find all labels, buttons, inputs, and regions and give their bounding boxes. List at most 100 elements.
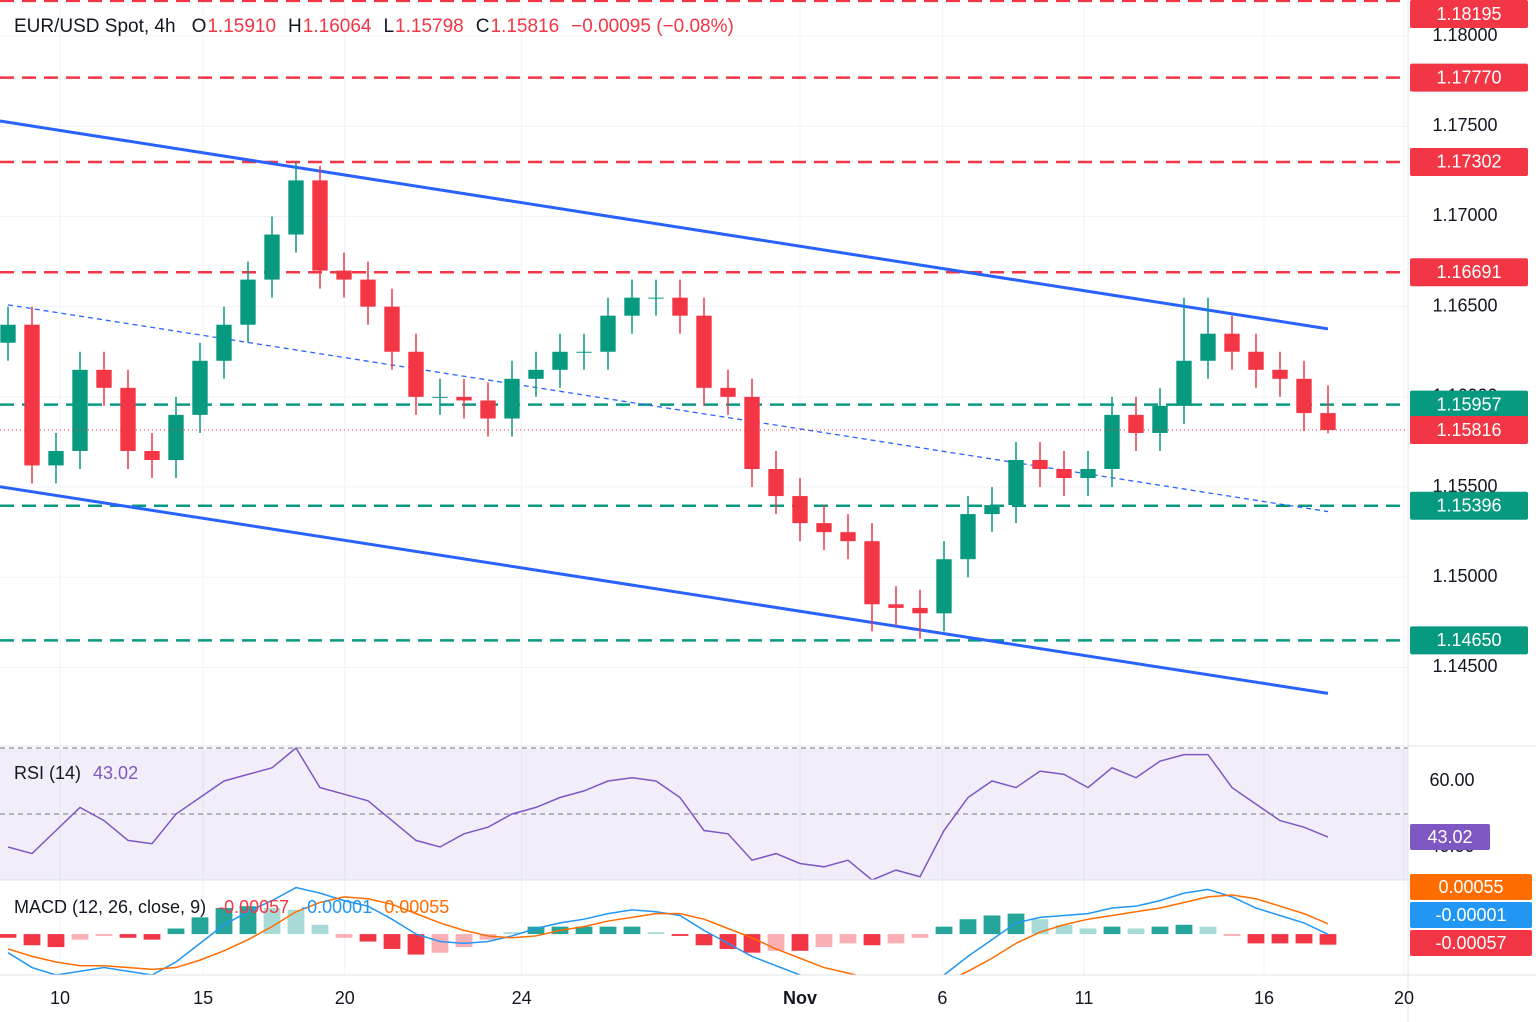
candle-body xyxy=(1032,459,1048,470)
rsi-value: 43.02 xyxy=(93,763,138,783)
macd-histogram-bar xyxy=(839,934,857,944)
rsi-badge xyxy=(1410,824,1490,851)
macd-histogram-bar xyxy=(1103,926,1121,935)
trendline xyxy=(0,485,1329,695)
macd-histogram-bar xyxy=(863,934,881,946)
ohlc-value: 1.15798 xyxy=(395,16,464,37)
candle-body xyxy=(1176,360,1192,406)
macd-histogram-bar xyxy=(335,934,353,938)
axes: 10 15 20 24 Nov 6 11 16 201.145001.150001.155001… xyxy=(50,0,1532,1008)
macd-histogram-bar xyxy=(695,934,713,946)
candle-body xyxy=(744,396,760,470)
ohlc-label: C xyxy=(476,16,490,37)
candle-body xyxy=(1248,351,1264,370)
y-tick-label: 1.17000 xyxy=(1432,205,1497,225)
support-price-label: 1.14650 xyxy=(1436,630,1501,650)
macd-histogram-bar xyxy=(1295,934,1313,944)
candle-body xyxy=(240,279,256,325)
last-price-badge xyxy=(1410,416,1528,445)
candle-body xyxy=(984,505,1000,515)
candle-body xyxy=(312,180,328,271)
macd-macd-value: -0.00001 xyxy=(301,897,372,917)
candle-body xyxy=(456,396,472,401)
candle-body xyxy=(1272,369,1288,379)
trendline xyxy=(7,304,1329,513)
ohlc-label: L xyxy=(383,16,394,37)
macd-histogram-bar xyxy=(1319,934,1337,945)
candle-body xyxy=(1320,413,1336,431)
candle-body xyxy=(1080,469,1096,479)
macd-histogram-bar xyxy=(815,934,833,948)
candle-body xyxy=(528,369,544,379)
y-tick-label: 1.14500 xyxy=(1432,656,1497,676)
candle-body xyxy=(552,351,568,370)
candle-body xyxy=(1128,414,1144,433)
y-tick-label: 1.18000 xyxy=(1432,25,1497,45)
x-tick-label: Nov xyxy=(783,988,817,1008)
macd-badge xyxy=(1410,874,1532,900)
macd-histogram-bar xyxy=(1247,934,1265,944)
resistance-price-badge xyxy=(1410,63,1528,92)
candle-body xyxy=(576,351,592,353)
candle-body xyxy=(1224,333,1240,352)
macd-histogram-bar xyxy=(671,934,689,936)
macd-histogram-bar xyxy=(287,909,305,935)
candle-body xyxy=(960,514,976,560)
macd-histogram-bar xyxy=(1151,926,1169,935)
macd-histogram-bar xyxy=(95,934,113,936)
macd-histogram-bar xyxy=(191,917,209,935)
rsi-badge-label: 43.02 xyxy=(1427,827,1472,847)
macd-histogram-bar xyxy=(239,906,257,935)
candle-body xyxy=(624,297,640,316)
macd-histogram-bar xyxy=(791,934,809,951)
macd-histogram-bar xyxy=(119,934,137,938)
candle-body xyxy=(912,607,928,614)
ohlc-value: 1.16064 xyxy=(303,16,372,37)
resistance-price-label: 1.16691 xyxy=(1436,262,1501,282)
candle-body xyxy=(600,315,616,352)
macd-histogram-bar xyxy=(479,934,497,940)
macd-pane xyxy=(0,886,1337,975)
macd-histogram-bar xyxy=(311,924,329,935)
candle-body xyxy=(480,400,496,419)
macd-histogram-bar xyxy=(167,928,185,935)
x-tick-label: 20 xyxy=(335,988,355,1008)
macd-histogram-bar xyxy=(1271,934,1289,944)
macd-histogram-bar xyxy=(935,926,953,935)
macd-histogram-bar xyxy=(599,926,617,935)
candle-body xyxy=(936,559,952,614)
macd-badge xyxy=(1410,930,1532,956)
y-tick-label: 1.17500 xyxy=(1432,115,1497,135)
candle-body xyxy=(408,351,424,397)
macd-histogram-bar xyxy=(887,934,905,944)
macd-histogram-bar xyxy=(1055,924,1073,935)
rsi-tick-label: 60.00 xyxy=(1429,770,1474,790)
macd-histogram-bar xyxy=(23,934,41,946)
last-price-label: 1.15816 xyxy=(1436,420,1501,440)
candle-body xyxy=(216,324,232,361)
candle-body xyxy=(696,315,712,388)
resistance-price-label: 1.17770 xyxy=(1436,67,1501,87)
macd-histogram-bar xyxy=(575,926,593,935)
legends: EUR/USD Spot, 4h O 1.15910 H 1.16064 L 1.15798… xyxy=(14,16,734,917)
x-tick-label: 24 xyxy=(512,988,532,1008)
candle-body xyxy=(1152,405,1168,433)
candle-body xyxy=(720,387,736,397)
candle-body xyxy=(360,279,376,307)
candle-body xyxy=(1056,469,1072,479)
candle-body xyxy=(816,523,832,533)
candle-body xyxy=(144,450,160,460)
rsi-title: RSI (14) xyxy=(14,763,81,783)
macd-histogram-bar xyxy=(527,926,545,935)
candle-body xyxy=(864,541,880,605)
candle-body xyxy=(336,270,352,280)
candle-body xyxy=(768,469,784,497)
macd-badge xyxy=(1410,902,1532,928)
price-change: −0.00095 (−0.08%) xyxy=(571,16,734,37)
candle-body xyxy=(288,180,304,235)
macd-histogram-bar xyxy=(983,915,1001,935)
candle-body xyxy=(1008,459,1024,506)
macd-histogram-bar xyxy=(263,908,281,935)
